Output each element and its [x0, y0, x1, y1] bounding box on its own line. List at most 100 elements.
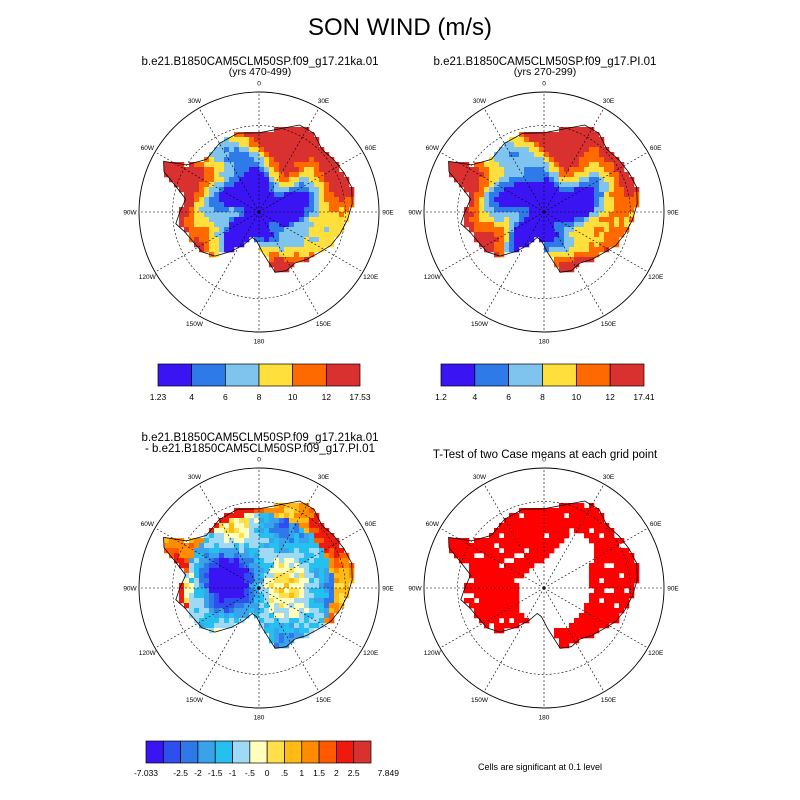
grid-cell — [254, 147, 260, 153]
grid-cell — [259, 578, 265, 584]
grid-cell — [534, 152, 540, 158]
grid-cell — [619, 593, 625, 599]
grid-cell — [234, 237, 240, 243]
grid-cell — [489, 583, 495, 589]
grid-cell — [244, 588, 250, 594]
panel2-title: b.e21.B1850CAM5CLM50SP.f09_g17.PI.01 — [433, 56, 657, 68]
grid-cell — [484, 623, 490, 629]
grid-cell — [264, 167, 270, 173]
grid-cell — [209, 237, 215, 243]
grid-cell — [289, 157, 295, 163]
grid-cell — [564, 247, 570, 253]
grid-cell — [259, 588, 265, 594]
grid-cell — [484, 232, 490, 238]
grid-cell — [214, 583, 220, 589]
grid-cell — [599, 513, 605, 519]
grid-cell — [294, 513, 300, 519]
grid-cell — [609, 217, 615, 223]
grid-cell — [469, 222, 475, 228]
grid-cell — [234, 533, 240, 539]
grid-cell — [464, 548, 470, 554]
grid-cell — [209, 618, 215, 624]
grid-cell — [509, 573, 515, 579]
grid-cell — [489, 608, 495, 614]
grid-cell — [204, 187, 210, 193]
colorbar-swatch — [474, 363, 510, 387]
grid-cell — [259, 152, 265, 158]
colorbar-swatch — [609, 363, 645, 387]
grid-cell — [294, 608, 300, 614]
grid-cell — [284, 127, 290, 133]
grid-cell — [604, 162, 610, 168]
grid-cell — [504, 553, 510, 559]
grid-cell — [564, 182, 570, 188]
grid-cell — [599, 192, 605, 198]
colorbar-tick-label: 8 — [257, 392, 262, 402]
grid-cell — [534, 548, 540, 554]
grid-cell — [499, 237, 505, 243]
grid-cell — [569, 523, 575, 529]
grid-cell — [209, 202, 215, 208]
grid-cell — [214, 152, 220, 158]
grid-cell — [504, 518, 510, 524]
grid-cell — [309, 613, 315, 619]
grid-cell — [194, 182, 200, 188]
grid-cell — [244, 132, 250, 138]
colorbar-tick-label: 10 — [572, 392, 582, 402]
grid-cell — [624, 202, 630, 208]
grid-cell — [304, 588, 310, 594]
grid-cell — [469, 187, 475, 193]
grid-cell — [239, 598, 245, 604]
grid-cell — [204, 172, 210, 178]
grid-cell — [324, 172, 330, 178]
grid-cell — [184, 212, 190, 218]
meridian-line — [258, 211, 320, 317]
longitude-label: 120W — [139, 274, 157, 281]
grid-cell — [249, 583, 255, 589]
grid-cell — [279, 613, 285, 619]
grid-cell — [179, 543, 185, 549]
grid-cell — [624, 603, 630, 609]
grid-cell — [179, 177, 185, 183]
grid-cell — [254, 588, 260, 594]
grid-cell — [504, 207, 510, 213]
grid-cell — [279, 152, 285, 158]
grid-cell — [479, 573, 485, 579]
grid-cell — [194, 232, 200, 238]
grid-cell — [209, 172, 215, 178]
grid-cell — [464, 212, 470, 218]
grid-cell — [569, 197, 575, 203]
grid-cell — [549, 202, 555, 208]
grid-cell — [499, 187, 505, 193]
grid-cell — [309, 222, 315, 228]
grid-cell — [314, 618, 320, 624]
grid-cell — [549, 513, 555, 519]
grid-cell — [629, 593, 635, 599]
grid-cell — [244, 167, 250, 173]
grid-cell — [309, 192, 315, 198]
grid-cell — [284, 197, 290, 203]
grid-cell — [289, 588, 295, 594]
grid-cell — [604, 167, 610, 173]
grid-cell — [484, 197, 490, 203]
grid-cell — [594, 543, 600, 549]
grid-cell — [309, 548, 315, 554]
significance-note: Cells are significant at 0.1 level — [477, 762, 603, 772]
grid-cell — [209, 578, 215, 584]
grid-cell — [274, 162, 280, 168]
grid-cell — [254, 192, 260, 198]
grid-cell — [474, 608, 480, 614]
grid-cell — [274, 573, 280, 579]
grid-cell — [184, 177, 190, 183]
panel1-subtitle: (yrs 470-499) — [228, 66, 292, 78]
grid-cell — [569, 252, 575, 258]
grid-cell — [264, 187, 270, 193]
grid-cell — [194, 237, 200, 243]
grid-cell — [584, 137, 590, 143]
grid-cell — [319, 568, 325, 574]
grid-cell — [504, 247, 510, 253]
grid-cell — [609, 608, 615, 614]
grid-cell — [284, 558, 290, 564]
grid-cell — [279, 533, 285, 539]
